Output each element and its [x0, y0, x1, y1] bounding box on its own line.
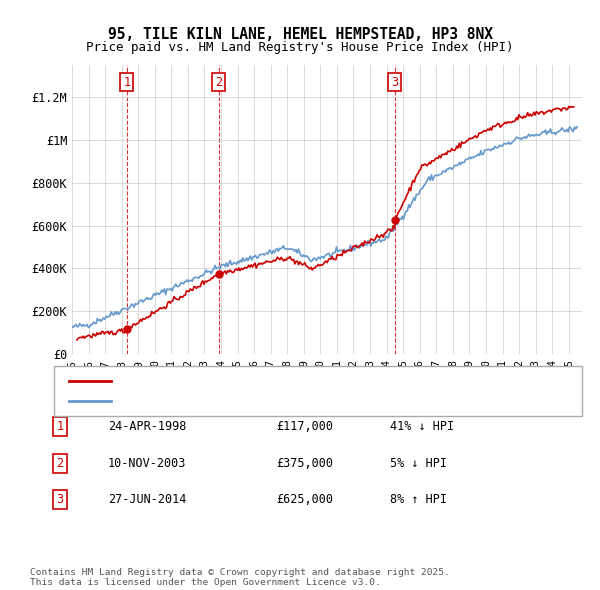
Text: 41% ↓ HPI: 41% ↓ HPI: [390, 420, 454, 433]
Text: 2: 2: [56, 457, 64, 470]
Text: Contains HM Land Registry data © Crown copyright and database right 2025.
This d: Contains HM Land Registry data © Crown c…: [30, 568, 450, 587]
Text: 95, TILE KILN LANE, HEMEL HEMPSTEAD, HP3 8NX: 95, TILE KILN LANE, HEMEL HEMPSTEAD, HP3…: [107, 27, 493, 41]
Text: 24-APR-1998: 24-APR-1998: [108, 420, 187, 433]
Text: 27-JUN-2014: 27-JUN-2014: [108, 493, 187, 506]
Text: 1: 1: [123, 76, 130, 88]
Text: £375,000: £375,000: [276, 457, 333, 470]
Text: Price paid vs. HM Land Registry's House Price Index (HPI): Price paid vs. HM Land Registry's House …: [86, 41, 514, 54]
Text: HPI: Average price, detached house, Dacorum: HPI: Average price, detached house, Daco…: [117, 396, 407, 406]
Text: 3: 3: [56, 493, 64, 506]
Text: 5% ↓ HPI: 5% ↓ HPI: [390, 457, 447, 470]
Text: £117,000: £117,000: [276, 420, 333, 433]
Text: 3: 3: [391, 76, 398, 88]
Text: 2: 2: [215, 76, 222, 88]
Text: 95, TILE KILN LANE, HEMEL HEMPSTEAD, HP3 8NX (detached house): 95, TILE KILN LANE, HEMEL HEMPSTEAD, HP3…: [117, 376, 529, 386]
Text: 8% ↑ HPI: 8% ↑ HPI: [390, 493, 447, 506]
Text: £625,000: £625,000: [276, 493, 333, 506]
Text: 1: 1: [56, 420, 64, 433]
Text: 10-NOV-2003: 10-NOV-2003: [108, 457, 187, 470]
